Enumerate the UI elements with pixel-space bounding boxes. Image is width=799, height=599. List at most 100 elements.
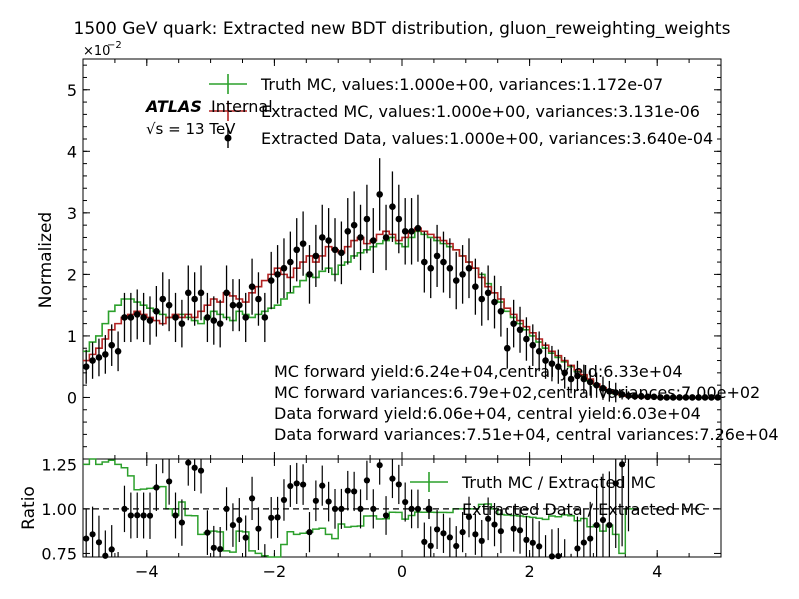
data-point <box>178 320 186 327</box>
x-tick-label: −2 <box>263 562 287 581</box>
ratio-data-point <box>127 512 134 519</box>
data-point <box>612 389 620 396</box>
data-point <box>261 314 269 321</box>
ratio-data-point <box>185 459 192 466</box>
data-point <box>580 375 588 383</box>
data-point <box>618 391 626 398</box>
legend-extracted-mc: Extracted MC, values:1.000e+00, variance… <box>261 102 700 121</box>
data-point <box>478 295 486 303</box>
data-point <box>376 191 383 198</box>
data-point <box>433 252 441 260</box>
main-series <box>82 158 722 403</box>
ratio-data-point <box>274 514 281 521</box>
data-point <box>574 372 581 380</box>
data-point <box>363 215 371 223</box>
data-point <box>114 348 122 355</box>
data-point <box>184 289 192 297</box>
data-point <box>535 348 543 355</box>
data-point <box>586 378 594 386</box>
data-point <box>669 394 677 401</box>
data-point <box>159 295 167 303</box>
data-point <box>191 295 198 303</box>
data-point <box>280 264 288 272</box>
ratio-data-point <box>351 488 358 495</box>
data-point <box>255 295 262 303</box>
data-point <box>567 375 575 383</box>
ratio-y-tick-label: 1.25 <box>41 455 77 474</box>
ratio-data-point <box>146 512 154 519</box>
ratio-data-point <box>242 534 249 541</box>
data-point <box>89 357 96 364</box>
ratio-data-point <box>268 514 275 521</box>
data-point <box>102 351 109 358</box>
ratio-data-point <box>453 542 460 550</box>
data-point <box>140 314 147 321</box>
data-point <box>210 317 218 324</box>
data-point <box>688 394 696 401</box>
data-point <box>459 271 466 278</box>
ratio-data-point <box>134 512 141 519</box>
ratio-data-point <box>255 525 262 532</box>
data-point <box>484 289 492 297</box>
data-point <box>440 258 447 266</box>
main-y-tick-label: 4 <box>67 142 77 161</box>
ratio-data-point <box>606 521 613 529</box>
y-scale-exp: −2 <box>107 40 122 51</box>
energy-label: √s = 13 TeV <box>146 120 236 138</box>
data-point <box>395 215 403 223</box>
data-point <box>357 234 364 241</box>
data-point <box>121 314 128 321</box>
ratio-data-point <box>89 531 96 538</box>
ratio-data-point <box>108 546 115 553</box>
ratio-data-point <box>402 498 409 506</box>
main-y-ticks: 0 1 2 3 4 5 <box>67 64 721 460</box>
ratio-data-point <box>548 553 556 560</box>
main-y-axis-label: Normalized <box>36 212 56 308</box>
data-point <box>382 234 390 241</box>
atlas-internal: Internal <box>211 97 273 116</box>
ratio-data-point <box>293 480 300 487</box>
ratio-data-point <box>102 552 109 559</box>
data-point <box>472 283 479 290</box>
ratio-data-point <box>440 530 447 537</box>
data-point <box>695 394 702 401</box>
data-point <box>229 301 237 309</box>
annotation-data-variances: Data forward variances:7.51e+04, central… <box>274 425 779 444</box>
ratio-data-point <box>459 529 466 536</box>
ratio-data-point <box>197 467 205 474</box>
ratio-data-point <box>395 481 402 488</box>
ratio-legend: Truth MC / Extracted MC Extracted Data /… <box>410 472 706 519</box>
data-point <box>503 344 511 352</box>
ratio-data-point <box>472 531 479 538</box>
data-point <box>306 271 313 278</box>
ratio-data-point <box>178 519 185 526</box>
data-point <box>172 314 179 321</box>
x-tick-label: 0 <box>397 562 407 581</box>
ratio-data-point <box>427 542 434 549</box>
ratio-data-point <box>338 505 345 512</box>
ratio-data-point <box>280 496 288 504</box>
ratio-data-point <box>574 545 581 552</box>
ratio-data-point <box>485 515 492 522</box>
x-tick-label: 2 <box>525 562 535 581</box>
ratio-data-point <box>376 462 383 469</box>
data-point <box>491 298 498 306</box>
data-point <box>516 326 524 334</box>
data-point <box>153 308 160 315</box>
y-scale-base: ×10 <box>83 44 110 59</box>
main-y-tick-label: 2 <box>67 265 77 284</box>
ratio-data-point <box>204 529 211 536</box>
ratio-y-ticks: 0.75 1.00 1.25 <box>41 455 721 563</box>
chart-title: 1500 GeV quark: Extracted new BDT distri… <box>74 19 731 39</box>
data-point <box>644 393 651 401</box>
data-point <box>108 341 116 349</box>
ratio-data-point <box>287 482 294 490</box>
ratio-data-point <box>210 544 217 551</box>
data-point <box>287 258 294 266</box>
yield-annotations: MC forward yield:6.24e+04,central yield:… <box>274 362 779 444</box>
ratio-data-point <box>217 546 224 553</box>
ratio-data-point <box>491 521 498 528</box>
data-point <box>625 392 632 399</box>
data-point <box>369 237 377 244</box>
data-point <box>293 246 301 254</box>
